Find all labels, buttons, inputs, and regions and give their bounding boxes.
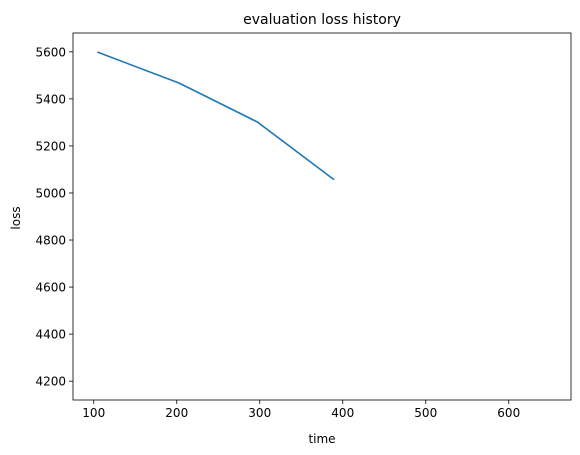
y-axis-label: loss bbox=[9, 206, 23, 229]
y-tick-label: 4600 bbox=[35, 281, 66, 295]
x-axis-ticks: 100 200 300 400 500 600 bbox=[82, 400, 520, 420]
y-tick-label: 5000 bbox=[35, 186, 66, 200]
x-tick-label: 400 bbox=[331, 406, 354, 420]
y-tick-label: 4400 bbox=[35, 328, 66, 342]
x-tick-label: 300 bbox=[248, 406, 271, 420]
plot-area bbox=[72, 32, 572, 401]
series-layer bbox=[97, 51, 335, 181]
y-tick-label: 4200 bbox=[35, 375, 66, 389]
y-tick-label: 5600 bbox=[35, 45, 66, 59]
y-axis-ticks: 4200 4400 4600 4800 5000 5200 5400 5600 bbox=[35, 45, 73, 389]
y-tick-label: 4800 bbox=[35, 234, 66, 248]
y-tick-label: 5400 bbox=[35, 92, 66, 106]
x-tick-label: 100 bbox=[82, 406, 105, 420]
chart-title: evaluation loss history bbox=[243, 12, 401, 28]
plot-frame bbox=[72, 32, 572, 401]
loss-series-line bbox=[97, 51, 335, 181]
x-tick-label: 500 bbox=[414, 406, 437, 420]
y-tick-label: 5200 bbox=[35, 139, 66, 153]
x-tick-label: 200 bbox=[165, 406, 188, 420]
x-axis-label: time bbox=[308, 432, 335, 446]
x-tick-label: 600 bbox=[497, 406, 520, 420]
